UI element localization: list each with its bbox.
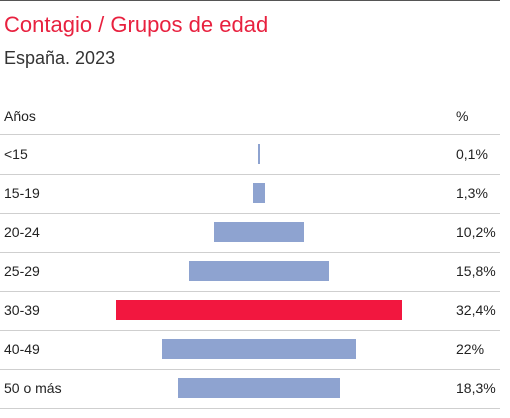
category-label: 40-49: [4, 341, 40, 357]
bar-1: [253, 183, 265, 203]
category-label: <15: [4, 146, 28, 162]
category-label: 30-39: [4, 302, 40, 318]
value-label: 15,8%: [456, 263, 496, 279]
category-label: 50 o más: [4, 380, 62, 396]
header-rule: [0, 134, 500, 135]
bar-2: [213, 222, 305, 242]
top-rule: [0, 0, 500, 1]
table-row: 15-19 1,3%: [0, 174, 500, 214]
table-row: <15 0,1%: [0, 135, 500, 175]
bar-3: [189, 261, 329, 281]
value-column-header: %: [456, 108, 469, 124]
value-label: 22%: [456, 341, 485, 357]
bar-5: [161, 339, 357, 359]
bar-0: [258, 144, 260, 164]
bar-6: [178, 378, 340, 398]
table-row: 25-29 15,8%: [0, 252, 500, 292]
category-label: 20-24: [4, 224, 40, 240]
category-label: 25-29: [4, 263, 40, 279]
chart-subtitle: España. 2023: [4, 48, 116, 68]
table-row: 30-39 32,4%: [0, 291, 500, 331]
category-label: 15-19: [4, 185, 40, 201]
value-label: 0,1%: [456, 146, 488, 162]
value-label: 1,3%: [456, 185, 488, 201]
chart-title: Contagio / Grupos de edad: [4, 12, 269, 37]
value-label: 18,3%: [456, 380, 496, 396]
table-row: 20-24 10,2%: [0, 213, 500, 253]
value-label: 32,4%: [456, 302, 496, 318]
bar-4: [115, 300, 403, 320]
value-label: 10,2%: [456, 224, 496, 240]
table-row: 50 o más 18,3%: [0, 369, 500, 409]
table-row: 40-49 22%: [0, 330, 500, 370]
category-column-header: Años: [4, 108, 36, 124]
